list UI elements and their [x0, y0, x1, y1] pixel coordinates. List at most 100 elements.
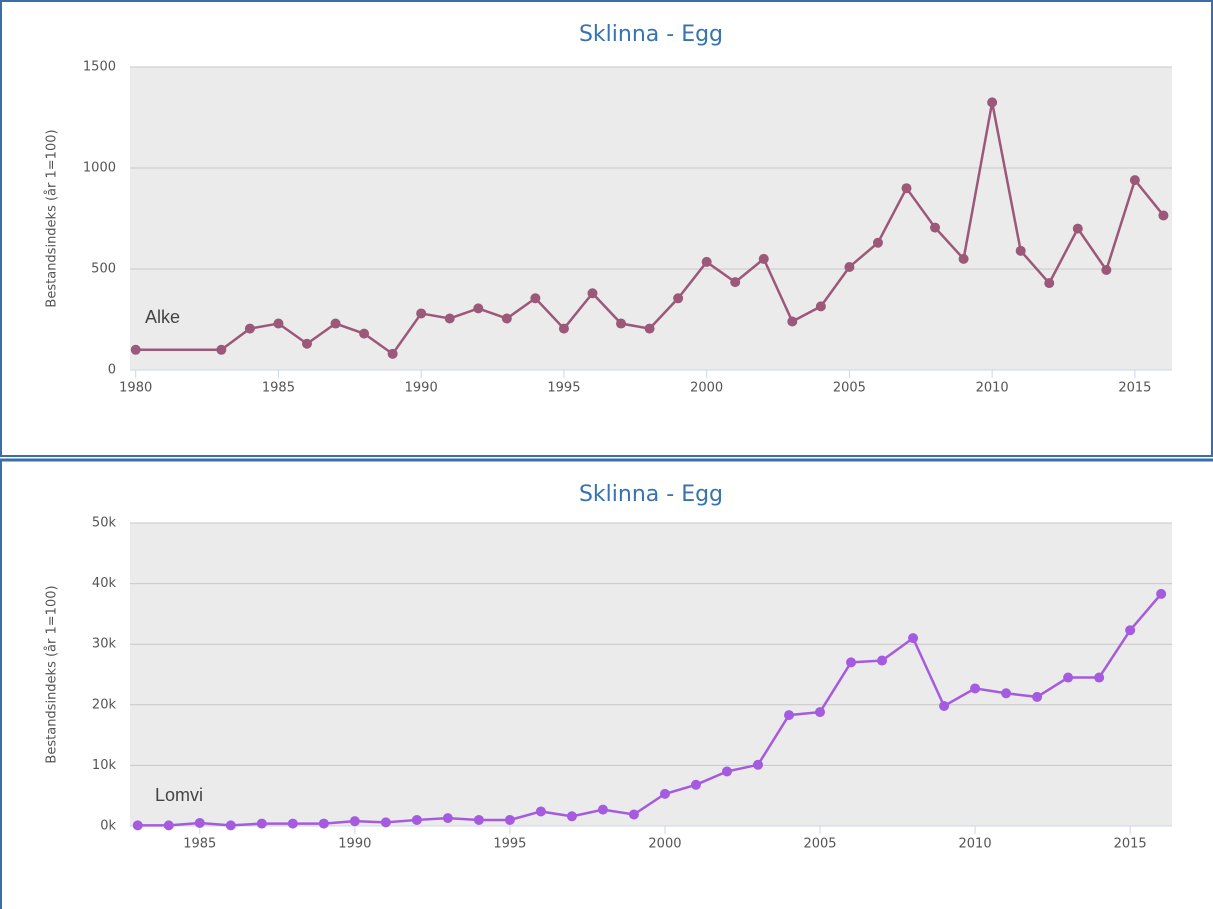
x-tick-label: 2000: [690, 381, 723, 396]
data-point: [416, 308, 427, 319]
y-tick-label: 0k: [100, 819, 116, 834]
data-point: [908, 633, 919, 644]
data-point: [1001, 688, 1012, 699]
data-point: [987, 97, 998, 108]
data-point: [644, 323, 655, 334]
data-point: [504, 814, 515, 825]
data-point: [1129, 175, 1140, 186]
x-tick-label: 2005: [803, 837, 836, 852]
data-point: [380, 817, 391, 828]
x-tick-label: 1985: [183, 837, 216, 852]
data-point: [673, 293, 684, 304]
data-point: [535, 806, 546, 817]
data-point: [130, 344, 141, 355]
x-tick-label: 1980: [119, 381, 152, 396]
y-tick-label: 1500: [83, 60, 116, 75]
data-point: [1044, 278, 1055, 289]
y-axis-label: Bestandsindeks (år 1=100): [45, 585, 60, 763]
data-point: [1063, 672, 1074, 683]
data-point: [163, 820, 174, 831]
data-point: [939, 701, 950, 712]
x-tick-label: 2005: [833, 381, 866, 396]
data-point: [587, 288, 598, 299]
y-tick-label: 10k: [92, 758, 117, 773]
data-point: [442, 813, 453, 824]
data-point: [1158, 210, 1169, 221]
data-point: [701, 256, 712, 267]
data-point: [318, 818, 329, 829]
y-tick-label: 40k: [92, 576, 117, 591]
data-point: [216, 344, 227, 355]
data-point: [901, 183, 912, 194]
data-point: [359, 328, 370, 339]
data-point: [530, 293, 541, 304]
chart-title: Sklinna - Egg: [579, 482, 723, 507]
y-tick-label: 30k: [92, 637, 117, 652]
data-point: [752, 759, 763, 770]
data-point: [784, 710, 795, 721]
data-point: [616, 318, 627, 329]
data-point: [970, 683, 981, 694]
data-point: [690, 779, 701, 790]
data-point: [1125, 625, 1136, 636]
data-point: [411, 814, 422, 825]
series-line: [137, 593, 1163, 827]
data-point: [815, 301, 826, 312]
x-tick-label: 2010: [976, 381, 1009, 396]
data-point: [597, 804, 608, 815]
data-point: [1101, 265, 1112, 276]
data-point: [787, 316, 798, 327]
data-point: [872, 237, 883, 248]
data-point: [225, 820, 236, 831]
data-point: [958, 253, 969, 264]
data-point: [721, 766, 732, 777]
data-point: [730, 277, 741, 288]
x-tick-label: 1985: [262, 381, 295, 396]
data-point: [877, 655, 888, 666]
y-tick-label: 50k: [92, 516, 117, 531]
y-tick-label: 20k: [92, 697, 117, 712]
x-tick-label: 1990: [405, 381, 438, 396]
annotation: Alke: [145, 307, 180, 327]
data-point: [1032, 691, 1043, 702]
data-point: [349, 816, 360, 827]
data-point: [273, 318, 284, 329]
y-tick-label: 500: [91, 262, 116, 277]
data-point: [301, 338, 312, 349]
x-tick-label: 1990: [338, 837, 371, 852]
data-point: [194, 817, 205, 828]
data-point: [628, 809, 639, 820]
y-axis-label: Bestandsindeks (år 1=100): [45, 129, 60, 307]
data-point: [1072, 223, 1083, 234]
chart-title: Sklinna - Egg: [579, 22, 723, 47]
data-point: [930, 222, 941, 233]
data-point: [256, 818, 267, 829]
data-point: [815, 707, 826, 718]
data-point: [330, 318, 341, 329]
data-point: [387, 348, 398, 359]
y-tick-label: 0: [108, 363, 116, 378]
data-point: [444, 313, 455, 324]
data-point: [1094, 672, 1105, 683]
data-point: [558, 323, 569, 334]
x-tick-label: 1995: [547, 381, 580, 396]
x-tick-label: 2015: [1118, 381, 1151, 396]
plot-area: [130, 523, 1172, 826]
data-point: [244, 323, 255, 334]
data-point: [473, 303, 484, 314]
data-point: [566, 811, 577, 822]
data-point: [659, 788, 670, 799]
plot-area: [130, 67, 1172, 370]
data-point: [473, 814, 484, 825]
data-point: [501, 313, 512, 324]
data-point: [132, 820, 143, 831]
x-tick-label: 2000: [648, 837, 681, 852]
y-tick-label: 1000: [83, 161, 116, 176]
data-point: [287, 818, 298, 829]
data-point: [1156, 588, 1167, 599]
annotation: Lomvi: [155, 785, 203, 805]
data-point: [1015, 245, 1026, 256]
data-point: [844, 261, 855, 272]
data-point: [846, 657, 857, 668]
